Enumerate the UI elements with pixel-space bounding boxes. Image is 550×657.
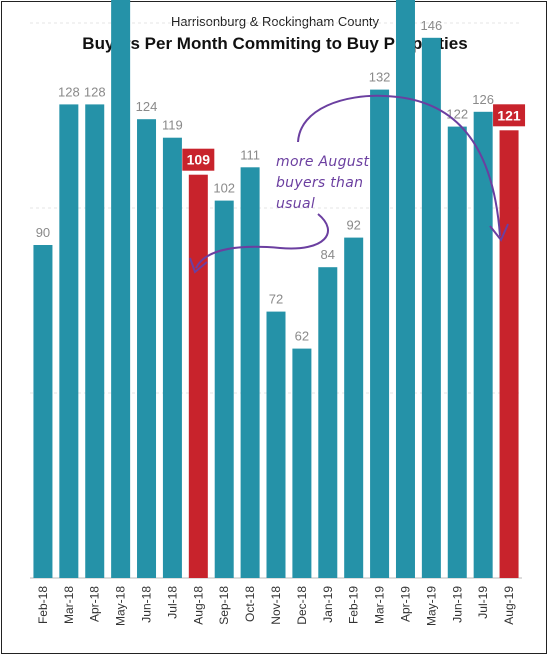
bar-sep-18 bbox=[214, 200, 234, 578]
x-tick-label-aug-19: Aug-19 bbox=[502, 586, 516, 625]
value-label-mar-19: 132 bbox=[369, 70, 391, 85]
annotation-line-3: usual bbox=[276, 196, 316, 212]
bar-apr-18 bbox=[85, 104, 105, 579]
bar-dec-18 bbox=[292, 348, 312, 578]
x-tick-label-dec-18: Dec-18 bbox=[295, 586, 309, 625]
arrowhead-aug-19 bbox=[489, 223, 509, 242]
value-label-oct-18: 111 bbox=[240, 147, 260, 162]
bar-oct-18 bbox=[240, 167, 260, 579]
bar-feb-18 bbox=[33, 245, 53, 578]
x-tick-label-jan-19: Jan-19 bbox=[321, 586, 335, 623]
annotation-text: more August buyers than usual bbox=[276, 152, 386, 215]
value-label-may-19: 146 bbox=[421, 18, 443, 33]
x-tick-label-jul-18: Jul-18 bbox=[165, 586, 179, 619]
x-tick-label-sep-18: Sep-18 bbox=[217, 586, 231, 625]
value-label-sep-18: 102 bbox=[213, 181, 235, 196]
bar-jul-18 bbox=[162, 137, 182, 578]
bar-jun-19 bbox=[447, 126, 467, 578]
value-badge-aug-19 bbox=[493, 104, 526, 127]
bar-aug-18 bbox=[188, 174, 208, 578]
bar-aug-19 bbox=[499, 130, 519, 579]
bar-may-19 bbox=[421, 37, 441, 579]
x-tick-label-apr-19: Apr-19 bbox=[398, 586, 412, 622]
value-badge-aug-18 bbox=[182, 148, 215, 171]
value-label-jul-18: 119 bbox=[162, 118, 183, 133]
x-tick-label-feb-19: Feb-19 bbox=[347, 586, 361, 624]
value-label-jul-19: 126 bbox=[472, 92, 494, 107]
x-tick-label-feb-18: Feb-18 bbox=[36, 586, 50, 624]
value-label-feb-19: 92 bbox=[346, 218, 360, 233]
value-label-jan-19: 84 bbox=[321, 247, 335, 262]
bar-jun-18 bbox=[137, 119, 157, 578]
bar-may-18 bbox=[111, 0, 131, 579]
bar-mar-19 bbox=[370, 89, 390, 578]
arrow-to-aug-18 bbox=[195, 213, 329, 269]
x-tick-label-may-18: May-18 bbox=[114, 586, 128, 626]
annotation-line-2: buyers than bbox=[276, 175, 364, 191]
value-label-nov-18: 72 bbox=[269, 292, 283, 307]
x-tick-label-mar-19: Mar-19 bbox=[373, 586, 387, 624]
value-label-dec-18: 62 bbox=[295, 329, 309, 344]
x-tick-label-apr-18: Apr-18 bbox=[88, 586, 102, 622]
value-label-jun-19: 122 bbox=[446, 107, 468, 122]
value-label-aug-18: 109 bbox=[187, 152, 211, 168]
value-label-mar-18: 128 bbox=[58, 84, 80, 99]
bar-nov-18 bbox=[266, 311, 286, 578]
value-label-apr-18: 128 bbox=[84, 84, 106, 99]
x-tick-label-jun-19: Jun-19 bbox=[450, 586, 464, 623]
bar-jan-19 bbox=[318, 267, 338, 578]
annotation-line-1: more August bbox=[276, 154, 370, 170]
x-tick-label-nov-18: Nov-18 bbox=[269, 586, 283, 625]
x-tick-label-oct-18: Oct-18 bbox=[243, 586, 257, 622]
arrowhead-aug-18 bbox=[189, 257, 208, 274]
value-label-jun-18: 124 bbox=[136, 99, 158, 114]
bar-mar-18 bbox=[59, 104, 79, 579]
chart-title: Buyers Per Month Commiting to Buy Proper… bbox=[82, 34, 468, 53]
value-label-feb-18: 90 bbox=[36, 225, 50, 240]
annotation-arrows bbox=[189, 94, 509, 274]
bar-apr-19 bbox=[395, 0, 415, 578]
value-label-aug-19: 121 bbox=[497, 107, 521, 123]
bar-feb-19 bbox=[344, 237, 364, 578]
x-tick-label-mar-18: Mar-18 bbox=[62, 586, 76, 624]
x-tick-label-jun-18: Jun-18 bbox=[140, 586, 154, 623]
bar-jul-19 bbox=[473, 111, 493, 579]
x-tick-label-aug-18: Aug-18 bbox=[191, 586, 205, 625]
chart-subtitle: Harrisonburg & Rockingham County bbox=[170, 14, 380, 29]
arrow-to-aug-19 bbox=[297, 94, 501, 237]
x-tick-label-jul-19: Jul-19 bbox=[476, 586, 490, 619]
x-tick-label-may-19: May-19 bbox=[424, 586, 438, 626]
